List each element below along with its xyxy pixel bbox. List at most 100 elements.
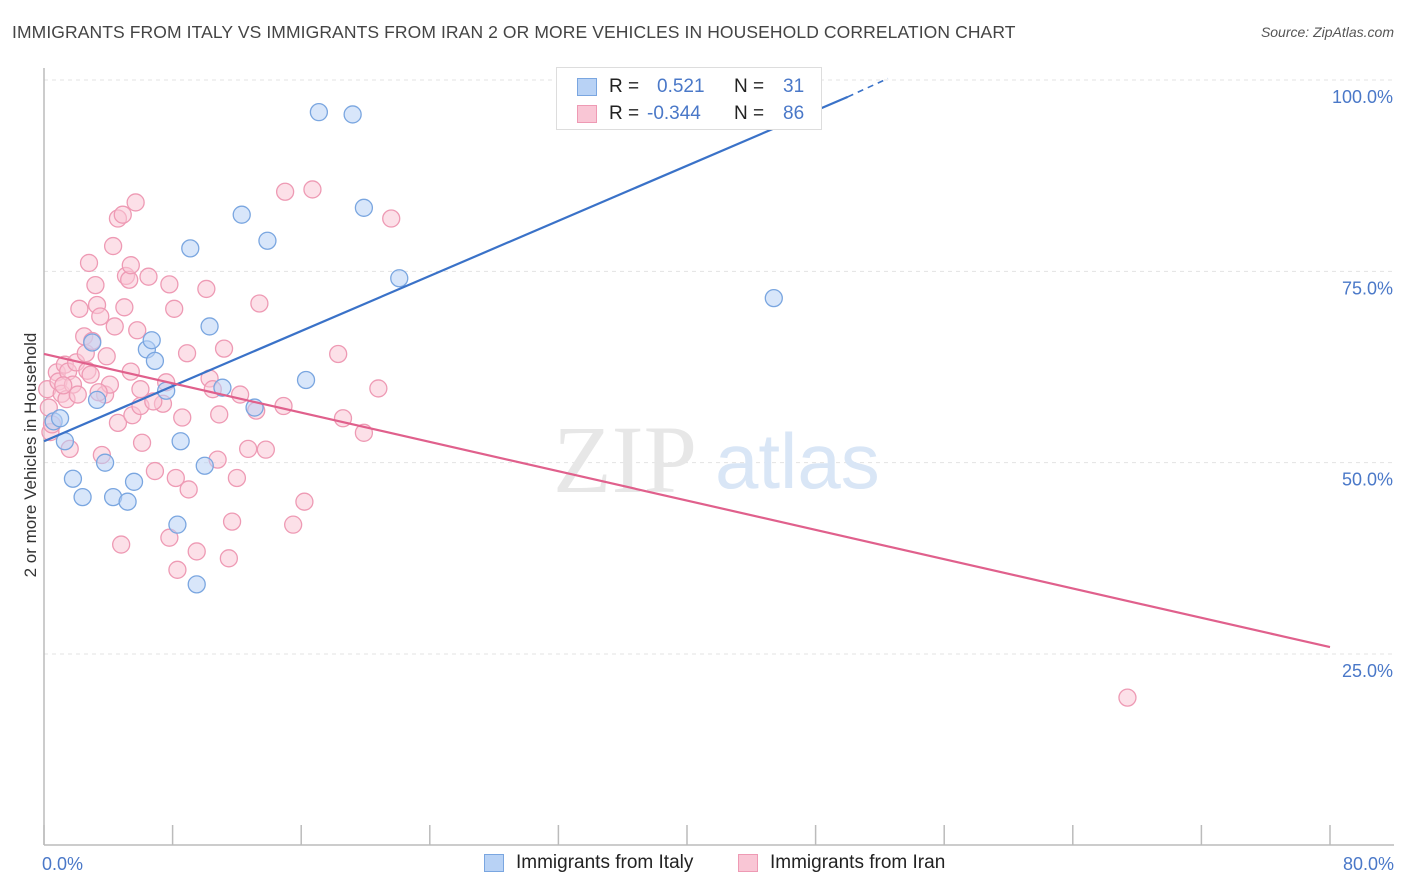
iran-point [86, 275, 105, 295]
italy-point [195, 456, 214, 475]
legend-r-value-italy: 0.521 [657, 76, 705, 97]
gridlines [44, 79, 1392, 655]
italy-point [354, 198, 374, 217]
iran-point [126, 193, 145, 212]
iran-point [131, 380, 150, 399]
iran-point [227, 468, 247, 488]
watermark-zip: ZIP [553, 406, 697, 513]
iran-point [108, 413, 128, 433]
watermark-atlas: atlas [715, 417, 880, 505]
iran-point [113, 205, 132, 224]
x-tick-label-max: 80.0% [1343, 854, 1394, 874]
iran-point [128, 321, 147, 340]
iran-point [275, 182, 295, 201]
iran-point [70, 299, 89, 318]
iran-point [132, 433, 152, 452]
iran-point [105, 317, 124, 336]
italy-point [83, 333, 102, 352]
italy-point [296, 370, 316, 390]
iran-point [139, 267, 158, 286]
iran-point [112, 535, 131, 554]
watermark: ZIP atlas [553, 406, 880, 513]
italy-point [258, 231, 277, 250]
italy-point [87, 390, 107, 410]
iran-point [303, 180, 322, 199]
iran-point [197, 279, 216, 299]
italy-trendline-extension [847, 77, 889, 98]
iran-point [160, 528, 179, 547]
y-tick-label: 50.0% [1342, 470, 1393, 490]
italy-point [171, 432, 190, 451]
iran-point [121, 256, 140, 275]
iran-point [222, 512, 242, 531]
iran-point [284, 515, 303, 534]
italy-point [390, 269, 409, 288]
iran-point [115, 298, 134, 317]
iran-point [329, 344, 348, 364]
italy-point [181, 239, 200, 258]
iran-point [256, 440, 275, 459]
italy-point [145, 351, 165, 371]
iran-point [214, 339, 234, 358]
correlation-legend: R = 0.521 N = 31 R = -0.344 N = 86 [556, 67, 822, 130]
chart-title: IMMIGRANTS FROM ITALY VS IMMIGRANTS FROM… [12, 22, 1016, 42]
legend-n-label: N = [734, 103, 765, 124]
italy-point [168, 515, 187, 534]
italy-point [343, 105, 362, 124]
trendlines [43, 77, 1331, 649]
legend-r-label: R = [609, 103, 640, 124]
y-axis-label: 2 or more Vehicles in Household [21, 333, 40, 578]
iran-point [1118, 688, 1137, 707]
y-tick-label: 25.0% [1342, 661, 1393, 681]
iran-point [54, 376, 73, 395]
iran-point [274, 396, 293, 416]
italy-point [63, 469, 83, 488]
series-label-iran: Immigrants from Iran [770, 852, 946, 873]
italy-point [187, 575, 206, 594]
italy-point [764, 288, 783, 308]
iran-point [165, 299, 184, 318]
iran-point [219, 549, 239, 568]
iran-point [369, 379, 388, 398]
italy-point [142, 331, 161, 350]
legend-swatch-iran [577, 105, 597, 123]
italy-point [232, 205, 251, 224]
legend-n-value-iran: 86 [783, 103, 805, 124]
iran-point [295, 492, 314, 511]
iran-point [177, 344, 197, 363]
italy-point [200, 317, 219, 336]
iran-point [250, 294, 269, 313]
legend-r-value-iran: -0.344 [647, 103, 701, 124]
italy-point [309, 102, 329, 122]
legend-n-label: N = [734, 76, 765, 97]
italy-point [213, 378, 232, 397]
italy-points [44, 102, 783, 594]
iran-point [179, 480, 198, 499]
legend-swatch-italy [577, 78, 597, 96]
x-tick-label-min: 0.0% [42, 854, 83, 874]
iran-point [103, 236, 123, 256]
series-swatch-iran [738, 854, 758, 872]
iran-point [79, 253, 99, 273]
iran-point [160, 275, 179, 294]
iran-point [173, 408, 192, 427]
iran-point [145, 461, 165, 481]
italy-point [124, 472, 144, 491]
iran-trendline [43, 352, 1331, 649]
iran-point [81, 365, 100, 384]
italy-trendline [43, 95, 849, 443]
iran-point [97, 347, 116, 366]
iran-point [210, 405, 229, 424]
iran-point [91, 307, 110, 326]
legend-r-label: R = [609, 76, 640, 97]
y-tick-label: 75.0% [1342, 278, 1393, 298]
iran-point [239, 439, 258, 459]
italy-point [118, 492, 137, 511]
y-tick-label: 100.0% [1332, 87, 1393, 107]
source-label: Source: ZipAtlas.com [1260, 24, 1394, 40]
italy-point [50, 409, 70, 428]
iran-point [68, 385, 87, 404]
legend-n-value-italy: 31 [783, 76, 805, 97]
iran-point [382, 209, 401, 228]
